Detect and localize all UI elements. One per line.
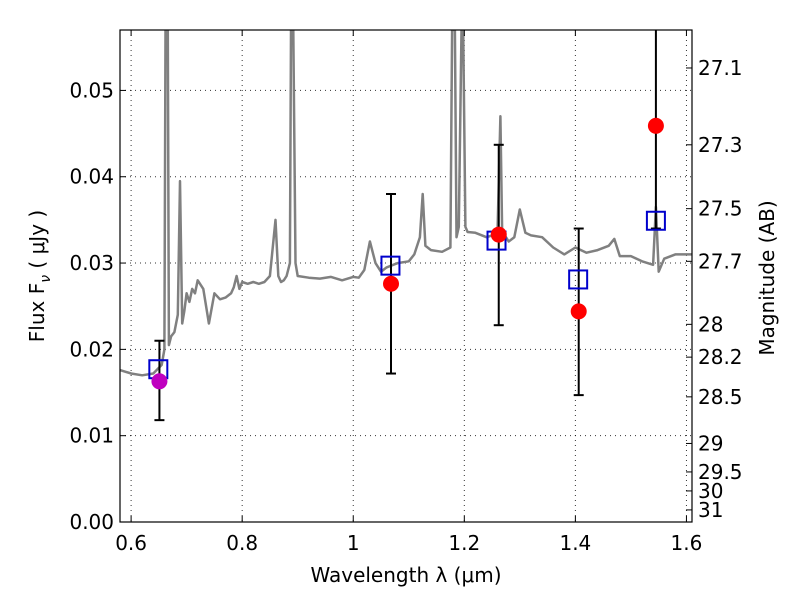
y-right-tick-label: 27.7 [698,249,743,273]
x-tick-label: 0.6 [115,531,147,555]
y-right-tick-label: 27.3 [698,133,743,157]
y-tick-label: 0.03 [69,251,114,275]
y-right-tick-label: 27.5 [698,197,743,221]
y-axis-left: 0.00 0.01 0.02 0.03 0.04 0.05 [69,78,126,534]
observed-flux-point [490,226,507,243]
model-flux-square [645,210,666,231]
y-tick-label: 0.00 [69,510,114,534]
observed-flux-point [570,303,587,320]
y-tick-label: 0.01 [69,424,114,448]
y-tick-label: 0.05 [69,78,114,102]
plot-frame [119,29,693,523]
observed-flux-point [647,117,664,134]
y-right-tick-label: 29 [698,431,723,455]
y-tick-label: 0.02 [69,337,114,361]
x-tick-label: 0.8 [226,531,258,555]
y-axis-title-unit: ( μJy ) [25,210,49,275]
observed-flux-point [383,275,400,292]
y-axis-title: Flux Fν ( μJy ) [25,210,54,342]
y-axis-right-title: Magnitude (AB) [755,200,779,355]
x-axis-title: Wavelength λ (μm) [310,563,501,587]
model-flux-square [568,269,589,290]
y-axis-title-subscript: ν [38,275,54,283]
y-axis-title-main: Flux F [25,283,49,342]
y-right-tick-label: 28 [698,312,723,336]
grid [120,30,692,523]
x-tick-label: 1.2 [448,531,480,555]
x-tick-label: 1.4 [559,531,591,555]
observed-flux-point [151,373,168,390]
y-right-tick-label: 28.5 [698,385,743,409]
model-spectrum-line [120,30,692,377]
y-right-tick-label: 30 [698,479,723,503]
model-flux-square [380,255,401,276]
y-right-tick-label: 28.2 [698,345,743,369]
x-tick-label: 1.6 [671,531,703,555]
x-axis: 0.6 0.8 1 1.2 1.4 1.6 [115,30,702,555]
y-right-tick-label: 31 [698,498,723,522]
y-right-tick-label: 27.1 [698,56,743,80]
y-tick-label: 0.04 [69,165,114,189]
y-right-tick-label: 29.5 [698,460,743,484]
x-tick-label: 1 [347,531,360,555]
plot-area [120,30,692,422]
